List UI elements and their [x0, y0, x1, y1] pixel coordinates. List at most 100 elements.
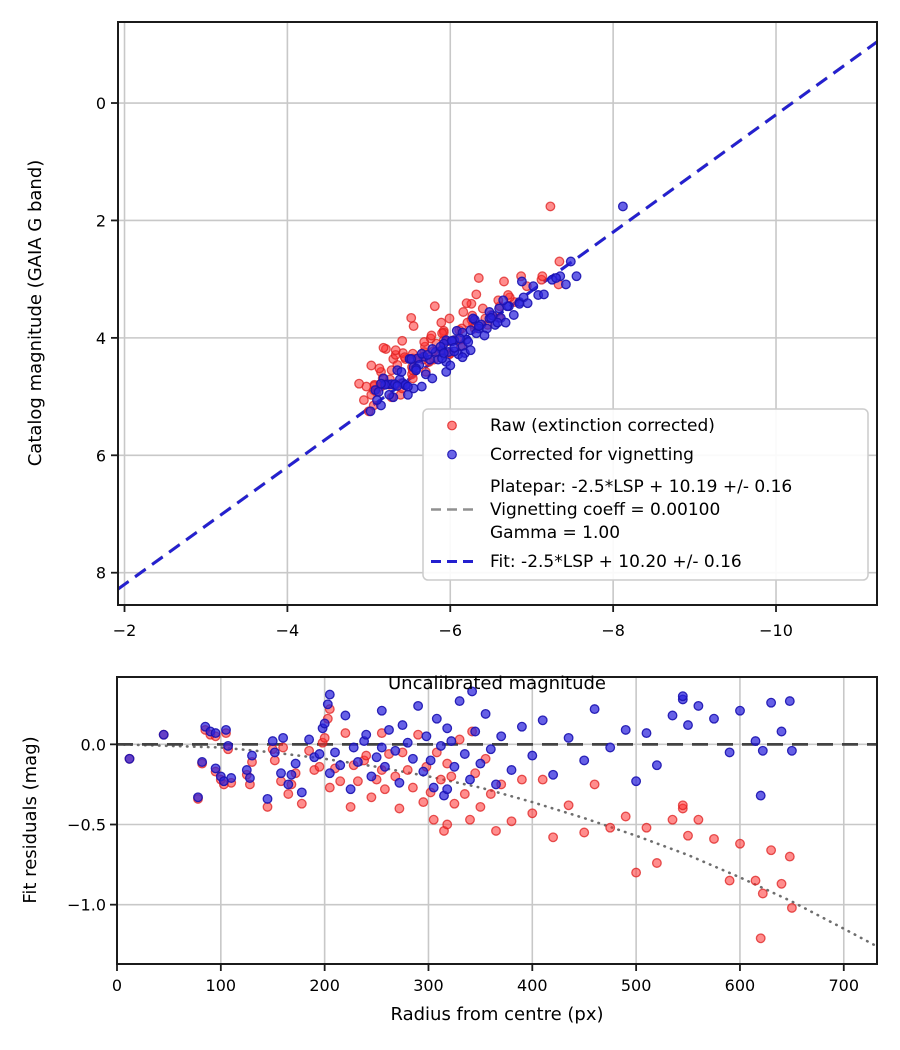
scatter-point-corrected: [247, 750, 257, 761]
scatter-point-corrected: [197, 757, 208, 767]
scatter-point-corrected: [376, 705, 387, 716]
scatter-point-raw: [459, 789, 470, 799]
scatter-point-corrected: [651, 760, 662, 771]
scatter-point-corrected: [527, 750, 538, 761]
scatter-point-corrected: [345, 784, 356, 795]
scatter-point-corrected: [314, 749, 325, 759]
scatter-point-corrected: [372, 395, 382, 406]
scatter-point-corrected: [620, 724, 631, 735]
scatter-point-corrected: [158, 729, 169, 740]
scatter-point-corrected: [516, 721, 527, 732]
legend-raw-label: Raw (extinction corrected): [490, 416, 715, 436]
scatter-point-raw: [579, 827, 590, 838]
scatter-point-corrected: [463, 337, 474, 347]
scatter-point-corrected: [755, 790, 766, 801]
scatter-point-raw: [435, 774, 446, 785]
scatter-point-corrected: [470, 726, 481, 737]
scatter-point-raw: [436, 317, 447, 328]
top-yaxis-label: Catalog magnitude (GAIA G band): [25, 160, 46, 467]
top-plot-calibration: −2 −4 −6 −8 −10 0 2 4 6 8: [96, 21, 878, 640]
scatter-point-corrected: [373, 386, 384, 397]
scatter-point-raw: [516, 774, 527, 785]
scatter-point-corrected: [221, 724, 231, 735]
scatter-point-corrected: [340, 710, 351, 721]
scatter-point-corrected: [402, 381, 413, 392]
scatter-point-corrected: [402, 737, 413, 748]
x-tick-label: 100: [206, 976, 237, 995]
scatter-point-raw: [408, 321, 419, 332]
scatter-point-corrected: [394, 777, 405, 788]
scatter-point-raw: [651, 858, 662, 868]
scatter-point-corrected: [467, 686, 478, 697]
scatter-point-corrected: [496, 731, 507, 742]
scatter-point-raw: [324, 782, 335, 793]
scatter-point-raw: [755, 933, 766, 944]
scatter-point-corrected: [371, 752, 382, 763]
scatter-point-corrected: [421, 731, 432, 742]
scatter-point-corrected: [473, 321, 484, 332]
x-tick-label: −2: [113, 621, 137, 640]
bottom-xaxis-label: Radius from centre (px): [390, 1004, 603, 1025]
scatter-point-raw: [340, 728, 351, 739]
scatter-point-corrected: [560, 279, 571, 290]
scatter-point-corrected: [479, 330, 490, 341]
scatter-point-raw: [458, 307, 469, 317]
scatter-point-raw: [407, 373, 418, 384]
x-tick-label: 400: [517, 976, 548, 995]
scatter-point-raw: [379, 784, 390, 795]
scatter-point-raw: [465, 814, 475, 825]
scatter-point-corrected: [455, 333, 465, 344]
scatter-point-corrected: [396, 366, 407, 377]
x-tick-label: −10: [759, 621, 793, 640]
scatter-point-raw: [429, 301, 440, 312]
scatter-point-corrected: [379, 761, 390, 772]
scatter-point-raw: [378, 342, 389, 353]
scatter-point-corrected: [528, 281, 539, 292]
scatter-point-corrected: [392, 381, 403, 391]
scatter-point-corrected: [283, 779, 294, 790]
legend-corrected-label: Corrected for vignetting: [490, 445, 694, 465]
scatter-point-corrected: [446, 736, 457, 747]
scatter-point-raw: [454, 734, 465, 745]
legend: Raw (extinction corrected) Corrected for…: [422, 408, 869, 581]
scatter-point-corrected: [276, 768, 286, 779]
x-tick-label: 500: [621, 976, 652, 995]
scatter-point-raw: [335, 776, 346, 787]
scatter-point-raw: [426, 330, 437, 341]
series-raw: [124, 704, 797, 944]
legend-box: [422, 408, 869, 581]
y-tick-label: 0: [96, 94, 106, 113]
scatter-point-corrected: [449, 761, 460, 772]
scatter-point-corrected: [551, 273, 562, 283]
scatter-point-corrected: [376, 742, 387, 753]
scatter-point-corrected: [475, 758, 486, 769]
y-tick-label: −1.0: [67, 896, 106, 915]
scatter-point-corrected: [223, 740, 234, 751]
scatter-point-corrected: [438, 348, 449, 359]
scatter-point-corrected: [330, 747, 340, 758]
scatter-point-corrected: [411, 365, 422, 376]
scatter-point-raw: [470, 768, 481, 779]
scatter-point-corrected: [361, 729, 372, 740]
scatter-point-corrected: [406, 354, 417, 364]
scatter-point-raw: [461, 298, 472, 309]
scatter-point-corrected: [384, 724, 394, 735]
scatter-point-raw: [269, 755, 280, 766]
scatter-point-corrected: [407, 753, 418, 764]
top-xaxis-label: Uncalibrated magnitude: [388, 673, 606, 694]
scatter-point-raw: [304, 745, 315, 756]
scatter-point-corrected: [508, 310, 519, 320]
scatter-point-corrected: [468, 313, 479, 324]
scatter-point-corrected: [522, 298, 533, 309]
scatter-point-corrected: [428, 782, 439, 793]
y-tick-label: −0.5: [67, 816, 106, 835]
scatter-point-raw: [402, 765, 413, 775]
scatter-point-raw: [352, 776, 363, 787]
scatter-point-raw: [766, 845, 777, 856]
scatter-point-corrected: [506, 765, 517, 775]
scatter-point-corrected: [579, 755, 590, 766]
scatter-point-corrected: [454, 696, 465, 707]
scatter-point-raw: [724, 875, 735, 886]
scatter-point-raw: [709, 833, 719, 844]
scatter-point-corrected: [776, 726, 787, 737]
